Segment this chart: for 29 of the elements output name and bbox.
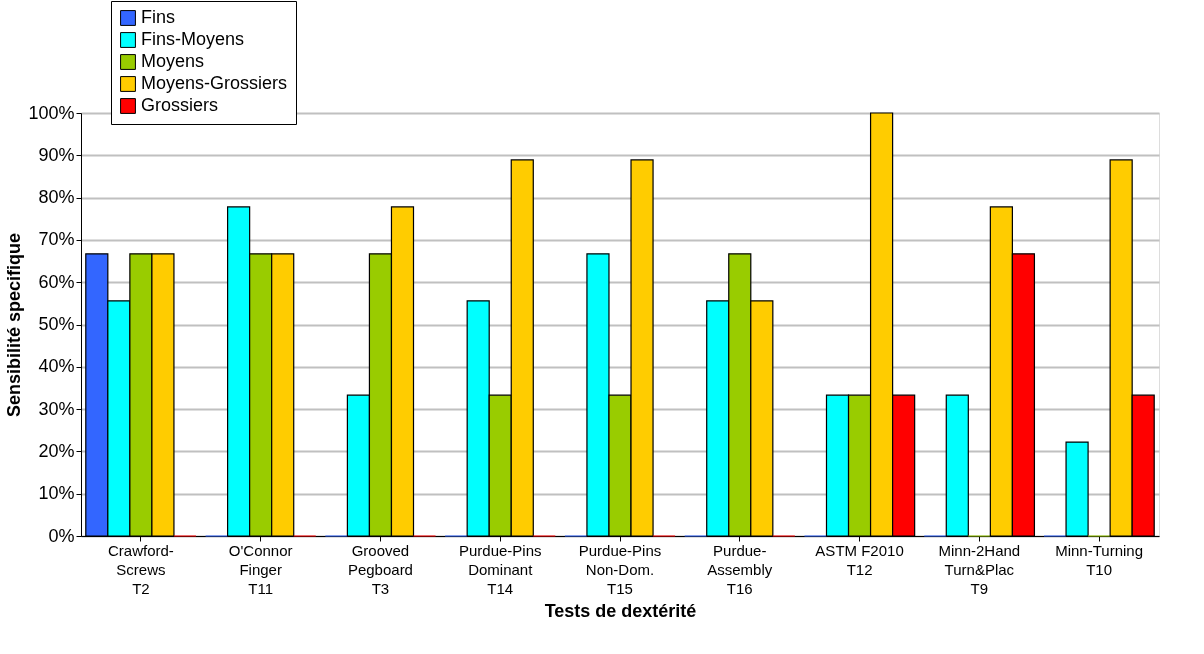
- legend-label: Grossiers: [141, 95, 219, 115]
- y-tick-label: 70%: [38, 229, 75, 250]
- x-tick-label: Purdue-Pins Non-Dom. T15: [578, 541, 662, 597]
- y-tick-label: 10%: [38, 483, 75, 504]
- legend-label: Moyens: [141, 51, 205, 71]
- y-tick-label: 0%: [48, 525, 75, 546]
- x-tick-label: Purdue-Pins Dominant T14: [458, 541, 542, 597]
- bar: [1065, 441, 1089, 537]
- y-tick-label: 30%: [38, 398, 75, 419]
- bar: [945, 394, 969, 537]
- y-tick-label: 20%: [38, 440, 75, 461]
- y-tick-label: 90%: [38, 144, 75, 165]
- x-tick-label: O'Connor Finger T11: [228, 541, 293, 597]
- x-tick-label: Minn-Turning T10: [1055, 541, 1144, 578]
- legend-label: Moyens-Grossiers: [141, 73, 288, 93]
- x-tick-label: ASTM F2010 T12: [815, 541, 904, 578]
- x-axis-title: Tests de dextérité: [544, 600, 697, 621]
- y-tick-label: 40%: [38, 356, 75, 377]
- x-tick-label: Crawford- Screws T2: [107, 541, 174, 597]
- legend-label: Fins-Moyens: [141, 29, 245, 49]
- y-tick-label: 100%: [28, 102, 75, 123]
- y-tick-label: 80%: [38, 187, 75, 208]
- x-tick-label: Minn-2Hand Turn&Plac T9: [938, 541, 1021, 597]
- legend-label: Fins: [141, 7, 176, 27]
- y-tick-label: 60%: [38, 271, 75, 292]
- x-tick-label: Grooved Pegboard T3: [347, 541, 413, 597]
- x-tick-label: Purdue- Assembly T16: [707, 541, 773, 597]
- y-axis-title: Sensibilité specifique: [4, 232, 25, 418]
- y-tick-label: 50%: [38, 314, 75, 334]
